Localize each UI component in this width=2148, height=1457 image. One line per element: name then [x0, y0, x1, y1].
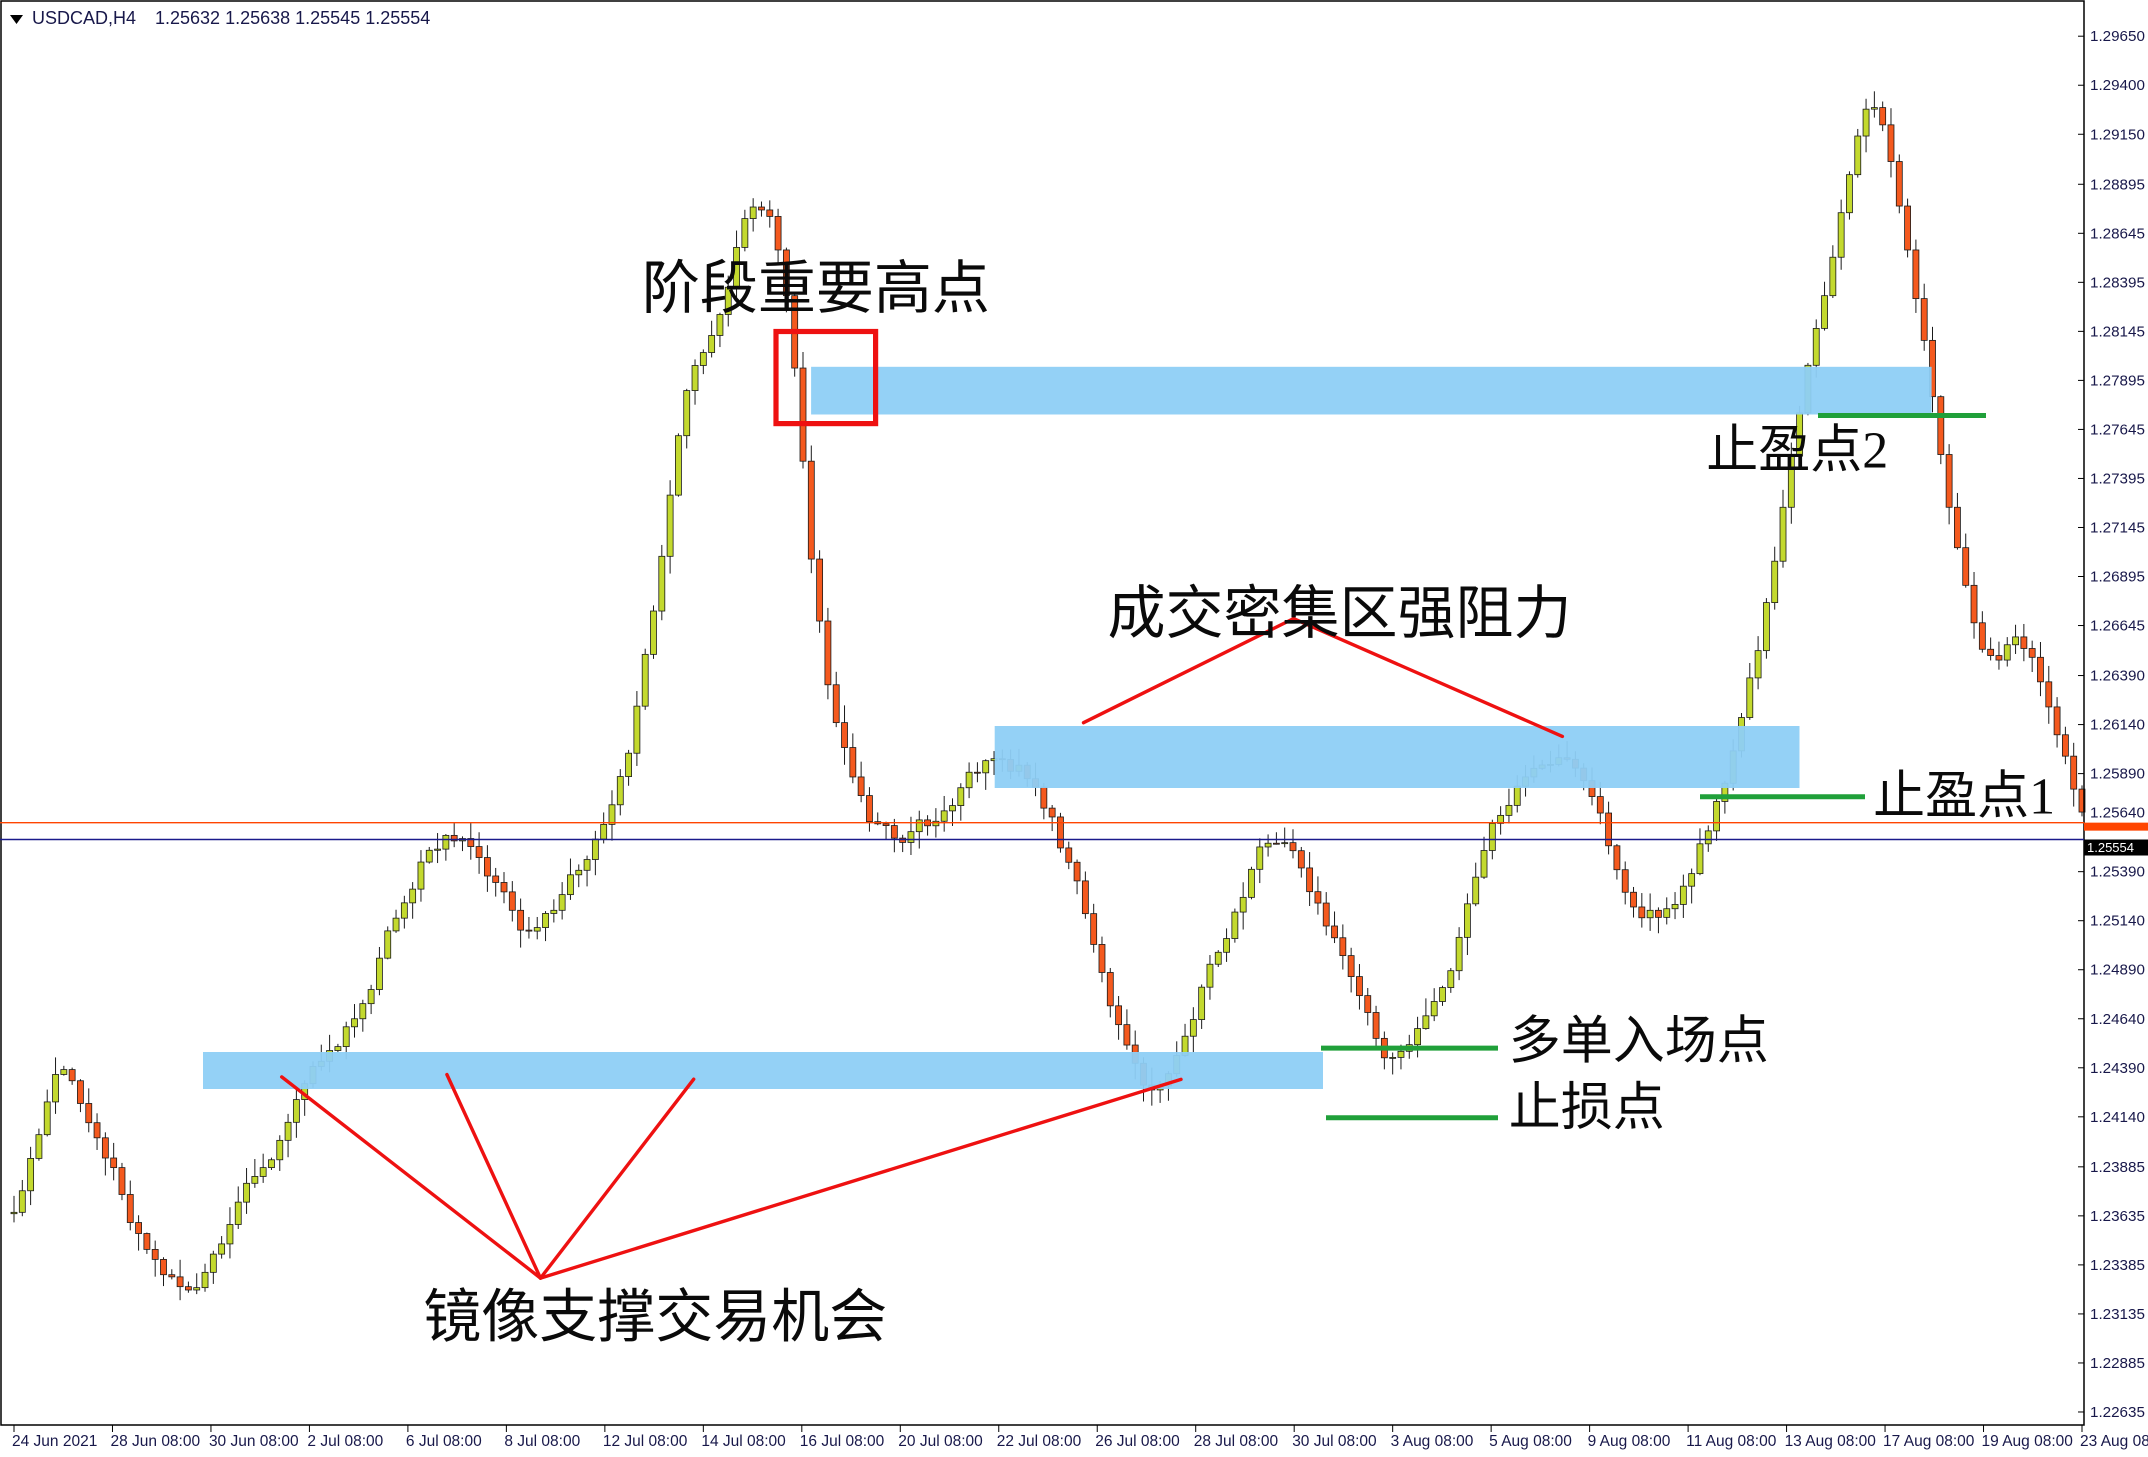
svg-text:止损点: 止损点 [1509, 1080, 1665, 1137]
svg-text:11 Aug 08:00: 11 Aug 08:00 [1686, 1433, 1777, 1450]
svg-text:镜像支撑交易机会: 镜像支撑交易机会 [423, 1285, 887, 1350]
svg-text:8 Jul 08:00: 8 Jul 08:00 [504, 1433, 580, 1450]
svg-text:19 Aug 08:00: 19 Aug 08:00 [1982, 1433, 2074, 1450]
svg-text:1.28145: 1.28145 [2090, 323, 2145, 340]
svg-text:止盈点1: 止盈点1 [1873, 769, 2055, 826]
svg-text:1.27645: 1.27645 [2090, 421, 2145, 438]
svg-text:1.24640: 1.24640 [2090, 1011, 2145, 1028]
svg-text:1.25890: 1.25890 [2090, 766, 2145, 783]
svg-text:1.26895: 1.26895 [2090, 569, 2145, 586]
svg-text:1.24890: 1.24890 [2090, 962, 2145, 979]
svg-text:17 Aug 08:00: 17 Aug 08:00 [1883, 1433, 1975, 1450]
svg-text:1.24390: 1.24390 [2090, 1060, 2145, 1077]
svg-text:1.23385: 1.23385 [2090, 1257, 2145, 1274]
svg-text:23 Aug 08:00: 23 Aug 08:00 [2080, 1433, 2148, 1450]
svg-text:30 Jun 08:00: 30 Jun 08:00 [209, 1433, 299, 1450]
svg-text:26 Jul 08:00: 26 Jul 08:00 [1095, 1433, 1180, 1450]
svg-text:1.28395: 1.28395 [2090, 274, 2145, 291]
svg-text:1.28645: 1.28645 [2090, 225, 2145, 242]
svg-text:13 Aug 08:00: 13 Aug 08:00 [1785, 1433, 1877, 1450]
svg-text:1.29650: 1.29650 [2090, 28, 2145, 45]
svg-text:1.26645: 1.26645 [2090, 618, 2145, 635]
svg-text:1.29400: 1.29400 [2090, 77, 2145, 94]
svg-text:22 Jul 08:00: 22 Jul 08:00 [997, 1433, 1082, 1450]
svg-text:1.27395: 1.27395 [2090, 470, 2145, 487]
svg-text:1.29150: 1.29150 [2090, 126, 2145, 143]
svg-text:1.22635: 1.22635 [2090, 1404, 2145, 1421]
svg-text:2 Jul 08:00: 2 Jul 08:00 [307, 1433, 383, 1450]
svg-text:成交密集区强阻力: 成交密集区强阻力 [1108, 581, 1572, 646]
svg-text:1.23135: 1.23135 [2090, 1306, 2145, 1323]
svg-text:16 Jul 08:00: 16 Jul 08:00 [800, 1433, 885, 1450]
svg-text:1.25632 1.25638 1.25545 1.2555: 1.25632 1.25638 1.25545 1.25554 [155, 8, 430, 28]
svg-text:多单入场点: 多单入场点 [1509, 1014, 1769, 1071]
svg-text:28 Jun 08:00: 28 Jun 08:00 [110, 1433, 200, 1450]
svg-text:1.27145: 1.27145 [2090, 519, 2145, 536]
svg-text:28 Jul 08:00: 28 Jul 08:00 [1194, 1433, 1279, 1450]
svg-text:1.26390: 1.26390 [2090, 668, 2145, 685]
svg-text:1.26140: 1.26140 [2090, 717, 2145, 734]
svg-text:1.25140: 1.25140 [2090, 913, 2145, 930]
svg-text:1.23635: 1.23635 [2090, 1208, 2145, 1225]
svg-text:1.28895: 1.28895 [2090, 176, 2145, 193]
svg-text:12 Jul 08:00: 12 Jul 08:00 [603, 1433, 688, 1450]
svg-text:1.23885: 1.23885 [2090, 1159, 2145, 1176]
svg-text:6 Jul 08:00: 6 Jul 08:00 [406, 1433, 482, 1450]
svg-text:30 Jul 08:00: 30 Jul 08:00 [1292, 1433, 1377, 1450]
svg-text:9 Aug 08:00: 9 Aug 08:00 [1588, 1433, 1671, 1450]
svg-text:20 Jul 08:00: 20 Jul 08:00 [898, 1433, 983, 1450]
svg-text:24 Jun 2021: 24 Jun 2021 [12, 1433, 97, 1450]
svg-text:1.24140: 1.24140 [2090, 1109, 2145, 1126]
svg-text:阶段重要高点: 阶段重要高点 [642, 256, 990, 321]
svg-text:1.25554: 1.25554 [2087, 840, 2134, 855]
svg-text:USDCAD,H4: USDCAD,H4 [32, 8, 136, 28]
svg-text:1.25390: 1.25390 [2090, 864, 2145, 881]
svg-text:14 Jul 08:00: 14 Jul 08:00 [701, 1433, 786, 1450]
svg-text:3 Aug 08:00: 3 Aug 08:00 [1391, 1433, 1474, 1450]
svg-text:1.27895: 1.27895 [2090, 372, 2145, 389]
svg-text:1.22885: 1.22885 [2090, 1355, 2145, 1372]
svg-text:1.25640: 1.25640 [2090, 805, 2145, 822]
svg-text:止盈点2: 止盈点2 [1706, 423, 1888, 480]
svg-text:5 Aug 08:00: 5 Aug 08:00 [1489, 1433, 1572, 1450]
